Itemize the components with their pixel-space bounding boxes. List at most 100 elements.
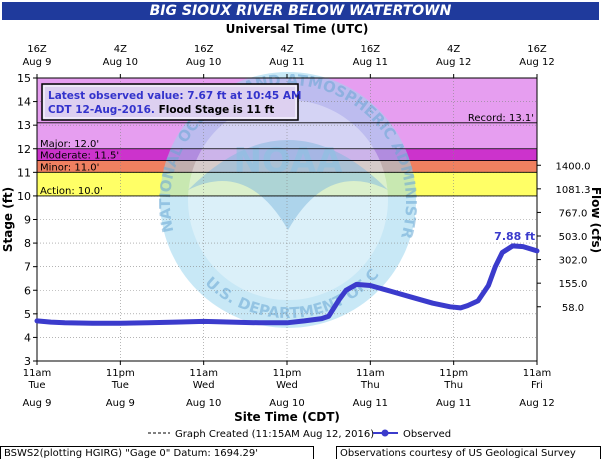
top-tick-date: Aug 9 <box>22 57 51 68</box>
y-tick-label: 10 <box>17 190 31 203</box>
series-observed-point <box>486 284 490 288</box>
x-tick-time: 11am <box>23 368 52 379</box>
series-observed-point <box>327 314 331 318</box>
series-observed-point <box>448 305 452 309</box>
x-tick-day: Tue <box>27 380 45 391</box>
series-observed-point <box>49 320 53 324</box>
y-tick-label: 14 <box>17 96 31 109</box>
series-observed-point <box>535 249 539 253</box>
left-axis-title: Stage (ft) <box>1 187 15 252</box>
x-tick-date: Aug 10 <box>186 398 221 409</box>
latest-line1: Latest observed value: 7.67 ft at 10:45 … <box>48 90 301 102</box>
top-tick-date: Aug 12 <box>436 57 471 68</box>
footer-datum: BSWS2(plotting HGIRG) "Gage 0" Datum: 16… <box>0 446 314 459</box>
legend-created-label: Graph Created (11:15AM Aug 12, 2016) <box>175 429 374 440</box>
top-tick-time: 16Z <box>27 44 47 55</box>
y-tick-label: 7 <box>24 261 31 274</box>
peak-label: 7.88 ft <box>494 230 535 243</box>
series-observed-point <box>389 289 393 293</box>
series-observed-point <box>302 319 306 323</box>
top-tick-time: 16Z <box>194 44 214 55</box>
x-tick-day: Thu <box>443 380 463 391</box>
x-tick-date: Aug 12 <box>519 398 554 409</box>
series-observed-point <box>410 295 414 299</box>
series-observed-point <box>459 306 463 310</box>
y-tick-label: 11 <box>17 166 31 179</box>
legend-observed-label: Observed <box>403 429 451 440</box>
latest-line2-date: CDT 12-Aug-2016. <box>48 104 159 116</box>
flow-tick-label: 767.0 <box>559 208 588 219</box>
flow-tick-label: 155.0 <box>559 279 588 290</box>
series-observed-point <box>257 321 261 325</box>
x-tick-time: 11pm <box>439 368 468 379</box>
x-tick-time: 11am <box>523 368 552 379</box>
top-axis-title: Universal Time (UTC) <box>226 22 369 36</box>
series-observed-point <box>146 321 150 325</box>
threshold-label-moderate: Moderate: 11.5' <box>40 151 119 162</box>
series-observed-point <box>202 319 206 323</box>
x-tick-time: 11pm <box>273 368 302 379</box>
series-observed-point <box>476 299 480 303</box>
y-tick-label: 12 <box>17 143 31 156</box>
top-tick-time: 16Z <box>361 44 381 55</box>
series-observed-point <box>337 298 341 302</box>
x-tick-date: Aug 10 <box>269 398 304 409</box>
x-tick-time: 11am <box>356 368 385 379</box>
y-tick-label: 4 <box>24 331 31 344</box>
top-tick-date: Aug 12 <box>519 57 554 68</box>
top-tick-date: Aug 11 <box>269 57 304 68</box>
right-axis-title: Flow (cfs) <box>589 187 601 253</box>
x-tick-time: 11am <box>189 368 218 379</box>
series-observed-point <box>493 265 497 269</box>
series-observed-point <box>91 321 95 325</box>
x-tick-date: Aug 9 <box>22 398 51 409</box>
series-observed-point <box>35 319 39 323</box>
series-observed-point <box>344 288 348 292</box>
top-tick-time: 4Z <box>280 44 293 55</box>
latest-box-inner <box>43 85 297 119</box>
threshold-label-record: Record: 13.1' <box>468 113 534 124</box>
series-observed-point <box>521 245 525 249</box>
top-tick-time: 16Z <box>527 44 547 55</box>
series-observed-point <box>285 321 289 325</box>
series-observed-point <box>63 321 67 325</box>
flow-tick-label: 58.0 <box>562 303 584 314</box>
series-observed-point <box>500 251 504 255</box>
latest-box <box>41 83 299 121</box>
y-tick-label: 6 <box>24 284 31 297</box>
x-tick-day: Thu <box>360 380 380 391</box>
y-tick-label: 15 <box>17 72 31 85</box>
x-tick-day: Tue <box>111 380 129 391</box>
flow-tick-label: 503.0 <box>559 232 588 243</box>
top-tick-date: Aug 10 <box>103 57 138 68</box>
footer-source: Observations courtesy of US Geological S… <box>336 446 601 459</box>
x-tick-date: Aug 11 <box>436 398 471 409</box>
y-tick-label: 9 <box>24 214 31 227</box>
series-observed-point <box>511 244 515 248</box>
top-tick-time: 4Z <box>447 44 460 55</box>
x-tick-day: Wed <box>276 380 298 391</box>
bottom-axis-title: Site Time (CDT) <box>234 410 340 424</box>
series-observed-point <box>466 304 470 308</box>
y-tick-label: 3 <box>24 355 31 368</box>
latest-line2: CDT 12-Aug-2016. Flood Stage is 11 ft <box>48 104 274 116</box>
y-tick-label: 13 <box>17 119 31 132</box>
series-observed-point <box>320 317 324 321</box>
top-tick-date: Aug 10 <box>186 57 221 68</box>
x-tick-date: Aug 11 <box>353 398 388 409</box>
chart-title: BIG SIOUX RIVER BELOW WATERTOWN <box>2 2 599 20</box>
flow-tick-label: 302.0 <box>559 256 588 267</box>
top-tick-date: Aug 11 <box>353 57 388 68</box>
threshold-label-action: Action: 10.0' <box>40 186 103 197</box>
y-tick-label: 8 <box>24 237 31 250</box>
flow-tick-label: 1081.3 <box>556 185 591 196</box>
noaa-watermark-bird <box>188 140 388 230</box>
noaa-watermark-text: NOAA <box>233 141 343 181</box>
series-observed-point <box>431 301 435 305</box>
series-observed-point <box>368 284 372 288</box>
y-tick-label: 5 <box>24 308 31 321</box>
x-tick-time: 11pm <box>106 368 135 379</box>
x-tick-date: Aug 9 <box>106 398 135 409</box>
x-tick-day: Fri <box>531 380 543 391</box>
